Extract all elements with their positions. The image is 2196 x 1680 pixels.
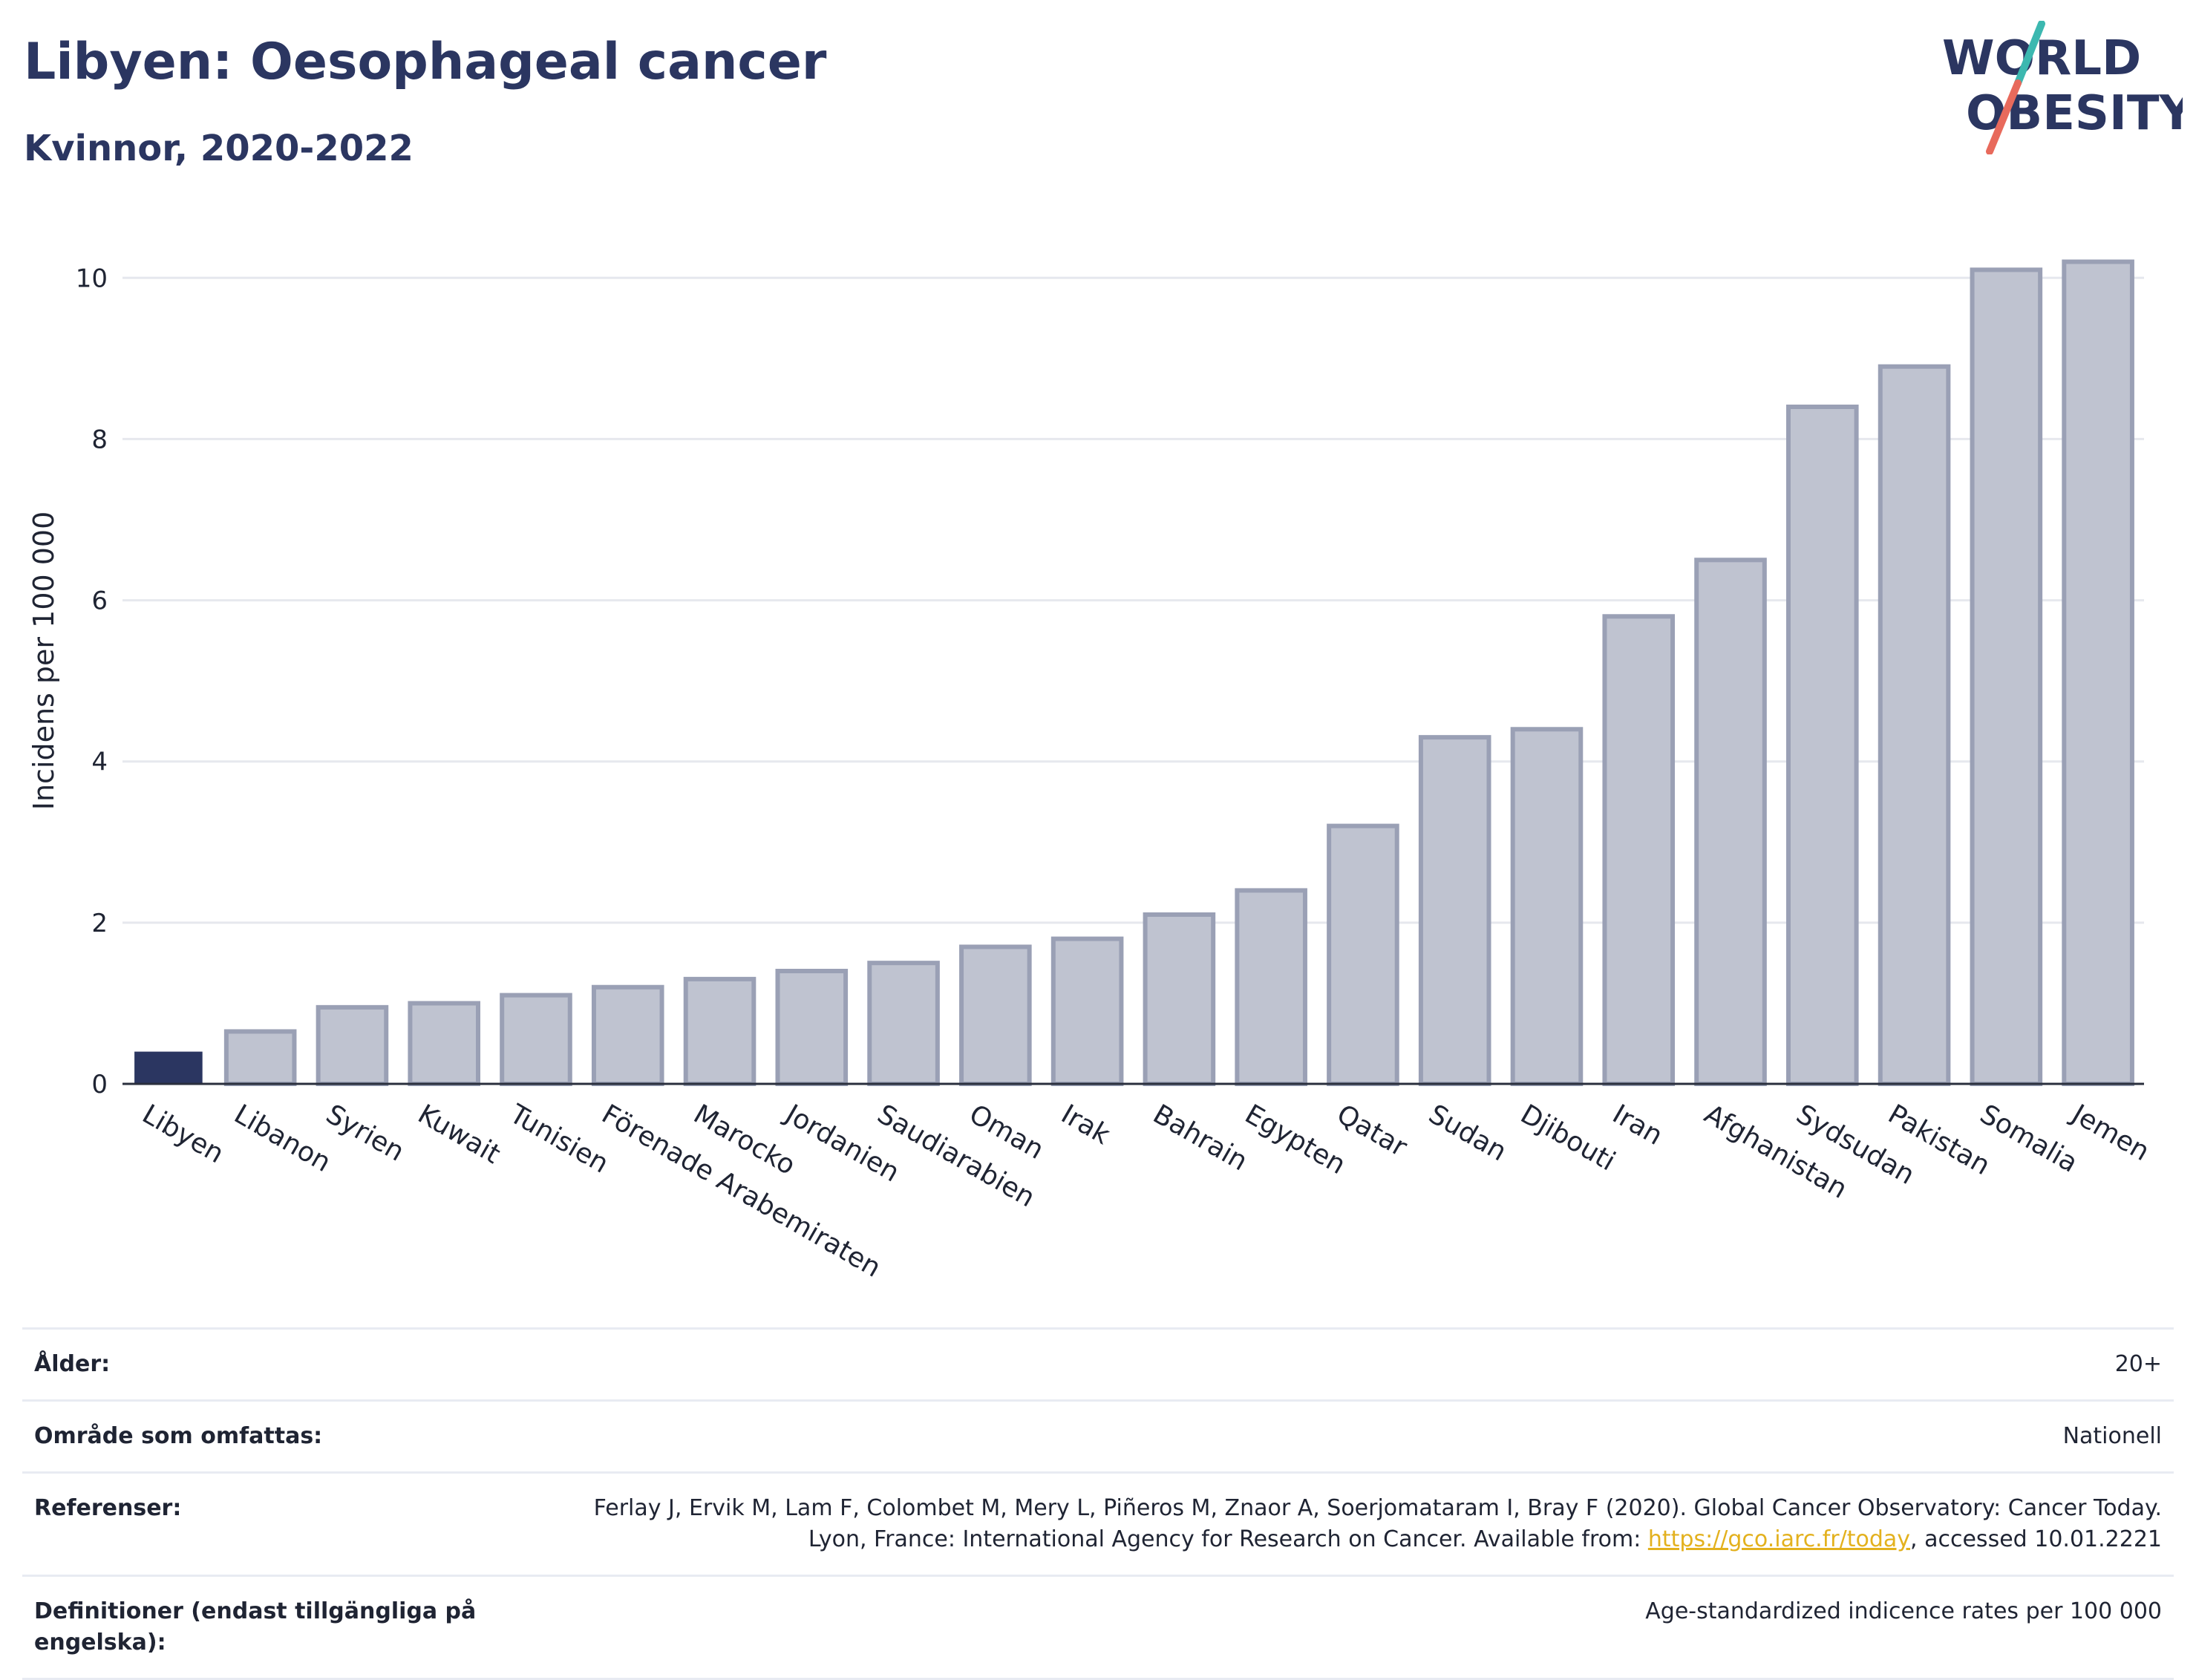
- info-label-age: Ålder:: [34, 1351, 111, 1377]
- references-link[interactable]: https://gco.iarc.fr/today: [1647, 1526, 1911, 1552]
- bar: [223, 1029, 297, 1087]
- bar: [2062, 259, 2134, 1087]
- x-tick-label: Irak: [1056, 1099, 1115, 1151]
- bar: [959, 944, 1032, 1087]
- info-row-area: Område som omfattas: Nationell: [22, 1399, 2174, 1471]
- bar: [1878, 364, 1951, 1086]
- x-tick-label: Iran: [1607, 1099, 1667, 1151]
- bar: [408, 1001, 481, 1087]
- x-tick-label: Tunisien: [504, 1099, 614, 1180]
- logo-slash-bottom: [1986, 79, 2022, 154]
- x-tick-label: Libyen: [137, 1099, 229, 1169]
- info-value-area: Nationell: [2062, 1423, 2162, 1449]
- bar: [316, 1004, 389, 1087]
- info-label-area: Område som omfattas:: [34, 1423, 323, 1449]
- y-tick-label: 4: [91, 748, 108, 777]
- y-tick-label: 10: [76, 264, 108, 293]
- info-label-references: Referenser:: [34, 1495, 182, 1521]
- x-tick-label: Saudiarabien: [872, 1099, 1040, 1213]
- bar: [1510, 727, 1584, 1086]
- info-label-definitions: Definitioner (endast tillgängliga på eng…: [34, 1598, 477, 1656]
- chart-title: Libyen: Oesophageal cancer: [24, 33, 827, 91]
- logo-text-world: WORLD: [1942, 31, 2141, 86]
- x-tick-label: Syrien: [321, 1099, 409, 1167]
- references-accessed: , accessed 10.01.2221: [1910, 1526, 2162, 1552]
- bar: [1694, 558, 1767, 1086]
- x-tick-label: Kuwait: [413, 1099, 506, 1170]
- info-value-definitions: Age-standardized indicence rates per 100…: [1645, 1598, 2162, 1624]
- x-tick-label: Sudan: [1423, 1099, 1512, 1167]
- info-value-references: Ferlay J, Ervik M, Lam F, Colombet M, Me…: [529, 1493, 2174, 1555]
- chart-subtitle: Kvinnor, 2020-2022: [24, 128, 414, 169]
- bar: [1050, 936, 1124, 1086]
- bar: [775, 969, 849, 1086]
- y-axis-label: Incidens per 100 000: [27, 511, 60, 811]
- bar: [1970, 267, 2043, 1086]
- x-tick-label: Somalia: [1975, 1099, 2082, 1179]
- info-table: Ålder: 20+ Område som omfattas: Nationel…: [22, 1327, 2174, 1680]
- y-tick-label: 0: [91, 1070, 108, 1099]
- x-tick-label: Libanon: [229, 1099, 336, 1178]
- y-tick-label: 2: [91, 909, 108, 938]
- x-tick-label: Egypten: [1240, 1099, 1350, 1180]
- bar: [1327, 823, 1399, 1086]
- info-value-age: 20+: [2114, 1351, 2162, 1377]
- bar: [134, 1051, 203, 1084]
- x-tick-label: Djibouti: [1515, 1099, 1620, 1177]
- bar: [1602, 614, 1676, 1086]
- references-text: Ferlay J, Ervik M, Lam F, Colombet M, Me…: [593, 1495, 2162, 1552]
- y-tick-label: 8: [91, 425, 108, 454]
- y-tick-label: 6: [91, 586, 108, 616]
- bar: [1418, 735, 1491, 1087]
- bar: [591, 984, 664, 1086]
- info-row-definitions: Definitioner (endast tillgängliga på eng…: [22, 1575, 2174, 1680]
- bar: [500, 993, 572, 1086]
- logo-slash-top: [2014, 21, 2045, 87]
- bar-chart: 0 2 4 6 8 10 Incidens per 100 000 Libyen Libanon…: [27, 259, 2154, 1284]
- x-tick-label: Bahrain: [1148, 1099, 1252, 1177]
- bar: [1235, 888, 1307, 1087]
- info-row-age: Ålder: 20+: [22, 1327, 2174, 1399]
- info-row-references: Referenser: Ferlay J, Ervik M, Lam F, Co…: [22, 1471, 2174, 1575]
- bar: [867, 961, 940, 1086]
- bar: [1785, 405, 1859, 1086]
- bar: [1143, 912, 1216, 1086]
- world-obesity-logo: WORLD OBESITY: [1942, 21, 2183, 154]
- bar: [683, 976, 756, 1087]
